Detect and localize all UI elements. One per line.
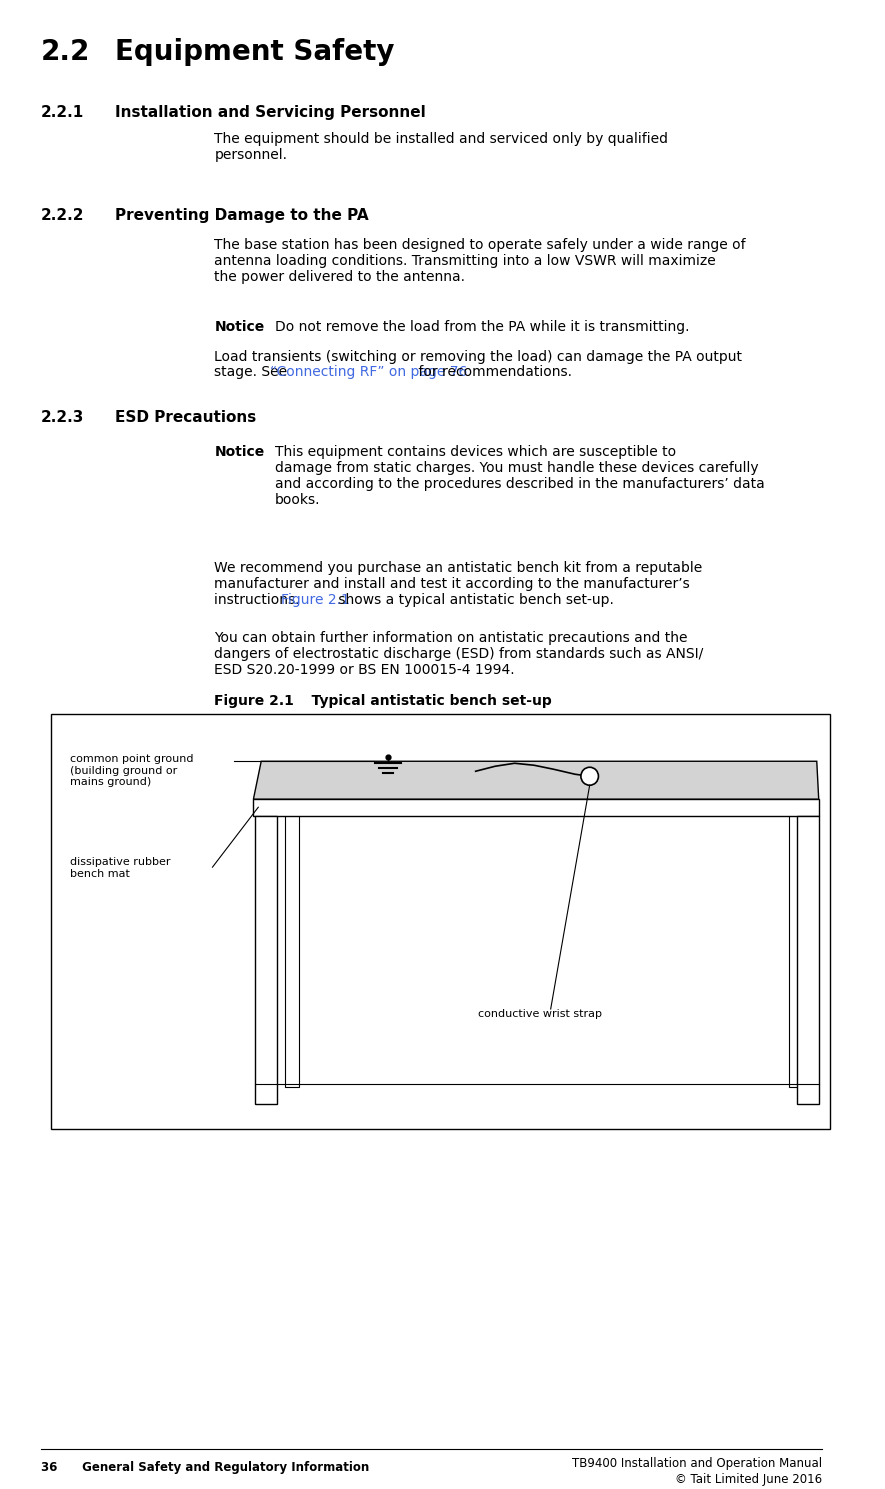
- Text: manufacturer and install and test it according to the manufacturer’s: manufacturer and install and test it acc…: [214, 578, 690, 591]
- Text: You can obtain further information on antistatic precautions and the: You can obtain further information on an…: [214, 631, 688, 645]
- Text: “Connecting RF” on page 76: “Connecting RF” on page 76: [270, 365, 467, 378]
- Bar: [789, 800, 804, 1087]
- Text: TB9400 Installation and Operation Manual: TB9400 Installation and Operation Manual: [572, 1456, 821, 1470]
- Text: The base station has been designed to operate safely under a wide range of
anten: The base station has been designed to op…: [214, 238, 746, 284]
- Text: Notice: Notice: [214, 445, 265, 459]
- Text: © Tait Limited June 2016: © Tait Limited June 2016: [674, 1473, 821, 1486]
- Text: Load transients (switching or removing the load) can damage the PA output: Load transients (switching or removing t…: [214, 350, 743, 363]
- Text: for recommendations.: for recommendations.: [414, 365, 573, 378]
- Text: instructions.: instructions.: [214, 594, 304, 608]
- Text: We recommend you purchase an antistatic bench kit from a reputable: We recommend you purchase an antistatic …: [214, 561, 703, 575]
- Text: Preventing Damage to the PA: Preventing Damage to the PA: [115, 208, 369, 223]
- Text: The equipment should be installed and serviced only by qualified
personnel.: The equipment should be installed and se…: [214, 133, 668, 162]
- Text: ESD Precautions: ESD Precautions: [115, 409, 257, 424]
- Text: ESD S20.20-1999 or BS EN 100015-4 1994.: ESD S20.20-1999 or BS EN 100015-4 1994.: [214, 664, 515, 677]
- Text: dangers of electrostatic discharge (ESD) from standards such as ANSI/: dangers of electrostatic discharge (ESD)…: [214, 648, 704, 661]
- Text: Notice: Notice: [214, 320, 265, 334]
- Text: 36      General Safety and Regulatory Information: 36 General Safety and Regulatory Informa…: [41, 1461, 369, 1474]
- Text: Do not remove the load from the PA while it is transmitting.: Do not remove the load from the PA while…: [275, 320, 689, 334]
- Text: shows a typical antistatic bench set-up.: shows a typical antistatic bench set-up.: [335, 594, 614, 608]
- Text: conductive wrist strap: conductive wrist strap: [478, 1010, 602, 1018]
- Text: Installation and Servicing Personnel: Installation and Servicing Personnel: [115, 104, 426, 121]
- Bar: [797, 816, 819, 1103]
- Circle shape: [581, 767, 598, 785]
- Text: 2.2.2: 2.2.2: [41, 208, 84, 223]
- Text: stage. See: stage. See: [214, 365, 292, 378]
- Text: dissipative rubber
bench mat: dissipative rubber bench mat: [70, 858, 171, 879]
- Bar: [50, 715, 830, 1129]
- Text: Equipment Safety: Equipment Safety: [115, 37, 395, 66]
- Text: Typical antistatic bench set-up: Typical antistatic bench set-up: [292, 694, 552, 709]
- Text: 2.2: 2.2: [41, 37, 90, 66]
- Bar: [285, 800, 299, 1087]
- Text: 2.2.1: 2.2.1: [41, 104, 84, 121]
- Bar: [253, 800, 819, 816]
- Text: Figure 2.1: Figure 2.1: [281, 594, 350, 608]
- Text: common point ground
(building ground or
mains ground): common point ground (building ground or …: [70, 755, 194, 788]
- Text: This equipment contains devices which are susceptible to
damage from static char: This equipment contains devices which ar…: [275, 445, 765, 508]
- Bar: [256, 816, 277, 1103]
- Text: Figure 2.1: Figure 2.1: [214, 694, 295, 709]
- Text: 2.2.3: 2.2.3: [41, 409, 84, 424]
- Polygon shape: [253, 761, 819, 800]
